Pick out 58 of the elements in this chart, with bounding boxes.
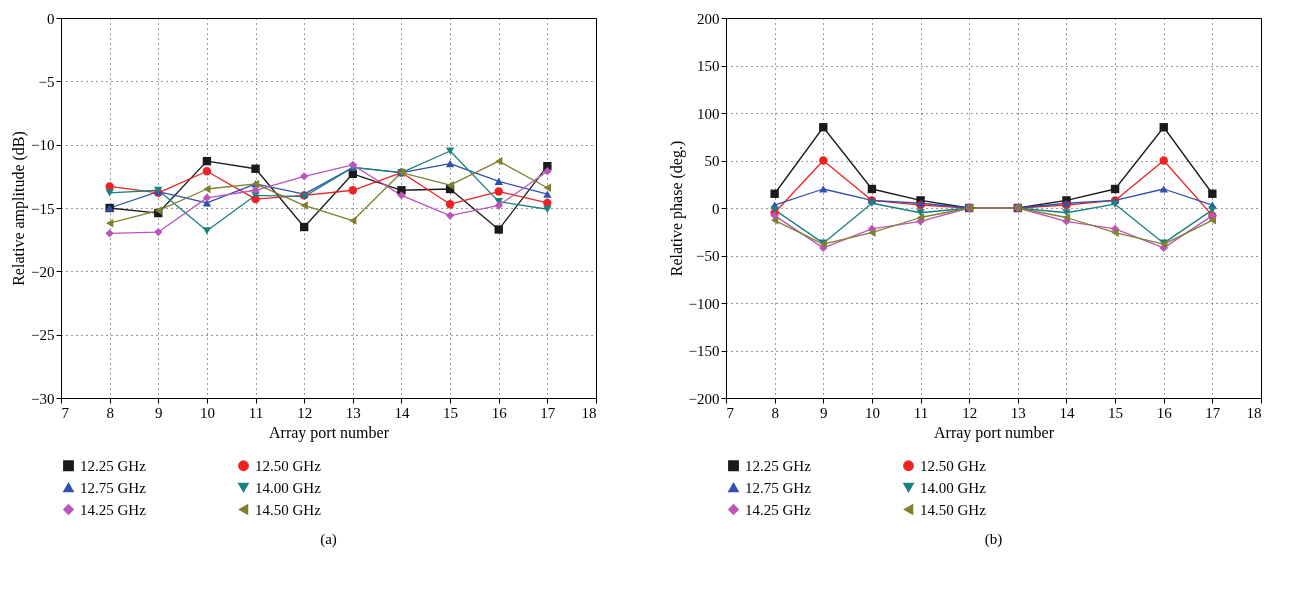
y-tick-label: −5	[38, 73, 55, 90]
legend-label: 12.75 GHz	[745, 479, 812, 496]
legend-label: 12.25 GHz	[80, 457, 147, 474]
x-tick-label: 13	[1010, 404, 1026, 421]
text: (a)	[320, 531, 337, 548]
x-tick-label: 9	[820, 404, 828, 421]
legend-label: 12.75 GHz	[80, 479, 147, 496]
x-tick-label: 16	[491, 404, 508, 421]
x-tick-label: 13	[345, 404, 361, 421]
y-tick-label: 50	[704, 153, 720, 169]
x-tick-label: 7	[726, 404, 735, 421]
legend-label: 14.25 GHz	[745, 501, 812, 518]
y-tick-label: −50	[696, 248, 720, 264]
y-tick-label: −150	[688, 343, 720, 359]
y-tick-label: 0	[712, 200, 720, 217]
x-tick-label: 16	[1156, 404, 1173, 421]
y-tick-label: −25	[31, 327, 55, 344]
x-tick-label: 12	[962, 404, 978, 421]
x-tick-label: 14	[1059, 404, 1075, 421]
x-axis-title: Array port number	[934, 423, 1055, 442]
y-axis-title: Relative amplitude (dB)	[10, 131, 29, 286]
text: (b)	[984, 531, 1003, 548]
y-tick-label: −15	[31, 200, 55, 217]
y-tick-label: 0	[47, 10, 55, 27]
x-tick-label: 18	[581, 404, 597, 421]
x-tick-label: 10	[864, 404, 880, 421]
x-tick-label: 10	[199, 404, 215, 421]
x-axis-title: Array port number	[269, 423, 390, 442]
legend-label: 12.25 GHz	[745, 457, 812, 474]
x-tick-label: 15	[443, 404, 459, 421]
legend-label: 12.50 GHz	[255, 457, 322, 474]
y-tick-label: 200	[697, 10, 720, 27]
x-tick-label: 17	[540, 404, 556, 421]
y-axis-title: Relative phase (deg.)	[667, 140, 686, 277]
legend-label: 14.00 GHz	[920, 479, 987, 496]
x-tick-label: 11	[913, 404, 929, 421]
y-tick-label: −10	[31, 137, 55, 154]
legend-label: 14.50 GHz	[920, 501, 987, 518]
legend-label: 14.25 GHz	[80, 501, 147, 518]
y-tick-label: −100	[688, 295, 720, 312]
y-tick-label: 100	[697, 105, 720, 122]
x-tick-label: 18	[1246, 404, 1262, 421]
x-tick-label: 15	[1108, 404, 1124, 421]
y-tick-label: −20	[31, 263, 55, 280]
legend-label: 14.50 GHz	[255, 501, 322, 518]
x-tick-label: 14	[394, 404, 410, 421]
legend-label: 14.00 GHz	[255, 479, 322, 496]
x-tick-label: 12	[297, 404, 313, 421]
x-tick-label: 17	[1205, 404, 1221, 421]
x-tick-label: 8	[106, 404, 114, 421]
y-tick-label: −30	[31, 390, 55, 407]
y-tick-label: −200	[688, 390, 720, 407]
x-tick-label: 7	[61, 404, 70, 421]
x-tick-label: 9	[155, 404, 163, 421]
legend-label: 12.50 GHz	[920, 457, 987, 474]
x-tick-label: 11	[248, 404, 264, 421]
x-tick-label: 8	[771, 404, 779, 421]
y-tick-label: 150	[697, 58, 720, 74]
